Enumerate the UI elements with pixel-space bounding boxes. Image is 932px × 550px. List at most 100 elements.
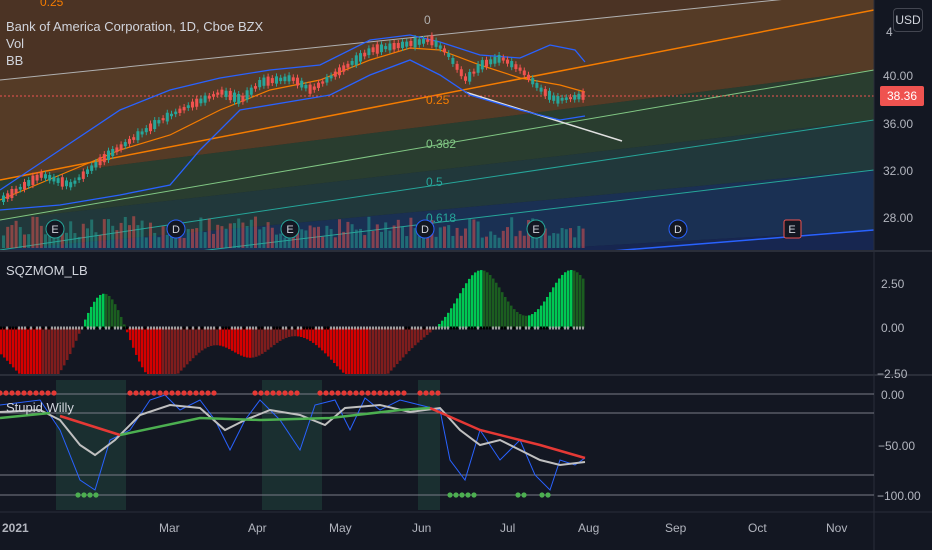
- volume-bar: [346, 221, 350, 248]
- candle-body: [65, 180, 68, 187]
- sqz-bar: [375, 328, 378, 374]
- event-marker-e1[interactable]: E: [45, 219, 65, 239]
- candle-body: [254, 86, 257, 89]
- sqz-bar: [24, 328, 27, 374]
- willy-dot-top: [317, 390, 323, 396]
- sqz-bar: [231, 328, 234, 351]
- candle-body: [144, 128, 148, 133]
- sqz-dot: [231, 326, 233, 330]
- candle-body: [98, 157, 102, 166]
- vol-label[interactable]: Vol: [6, 36, 25, 51]
- sqz-bar: [96, 297, 99, 328]
- event-marker-d1[interactable]: D: [166, 219, 186, 239]
- sqz-dot: [531, 326, 533, 330]
- symbol-title[interactable]: Bank of America Corporation, 1D, Cboe BZ…: [6, 19, 264, 34]
- volume-bar: [548, 235, 551, 248]
- candlesticks: [2, 32, 585, 205]
- volume-bar: [27, 234, 31, 248]
- sqz-bar: [462, 288, 465, 328]
- event-marker-d3[interactable]: D: [668, 219, 688, 239]
- sqz-dot: [435, 326, 437, 330]
- event-marker-d2[interactable]: D: [415, 219, 435, 239]
- sqz-bar: [9, 328, 12, 365]
- volume-bar: [39, 225, 43, 248]
- sqz-bar: [531, 314, 534, 328]
- sqz-dot: [396, 326, 398, 330]
- currency-button[interactable]: USD: [893, 8, 923, 32]
- volume-bar: [161, 226, 165, 248]
- sqz-bar: [390, 328, 393, 371]
- sqz-dot: [117, 326, 119, 330]
- sqz-bar: [108, 295, 111, 328]
- sqz-dot: [333, 326, 335, 330]
- sqz-bar: [453, 303, 456, 328]
- sqz-bar: [495, 282, 498, 328]
- last-price-badge: 38.36: [880, 86, 924, 106]
- volume-bar: [396, 219, 400, 248]
- willy-dot-top: [264, 390, 270, 396]
- candle-body: [56, 178, 60, 183]
- sqz-bar: [318, 328, 321, 348]
- event-marker-e4[interactable]: E: [783, 219, 802, 239]
- sqz-dot: [183, 326, 185, 330]
- willy-axis[interactable]: 0.00 −50.00 −100.00: [877, 388, 921, 503]
- candle-body: [153, 120, 157, 130]
- candle-body: [14, 188, 18, 194]
- candle-body: [279, 77, 283, 82]
- sqz-bar: [507, 301, 510, 328]
- time-axis[interactable]: 2021 Mar Apr May Jun Jul Aug Sep Oct Nov: [2, 521, 847, 535]
- event-marker-e3[interactable]: E: [526, 219, 546, 239]
- sqz-dot: [486, 326, 488, 330]
- fib-line-0382: [0, 69, 874, 221]
- candle-body: [23, 181, 26, 190]
- sqz-bar: [48, 328, 51, 374]
- sqz-bar: [111, 299, 114, 328]
- sqzmom-label[interactable]: SQZMOM_LB: [6, 263, 88, 278]
- sqz-dot: [51, 326, 53, 330]
- candle-body: [132, 137, 136, 140]
- sqz-dot: [459, 326, 461, 330]
- sqzmom-pane[interactable]: [0, 269, 585, 386]
- sqz-dot: [252, 326, 254, 330]
- sqz-dot: [498, 326, 500, 330]
- sqz-dot: [63, 326, 65, 330]
- candle-body: [119, 144, 123, 150]
- sqz-bar: [153, 328, 156, 374]
- candle-body: [476, 64, 480, 73]
- sqzmom-legend[interactable]: SQZMOM_LB: [6, 262, 88, 279]
- volume-bar: [363, 235, 367, 248]
- volume-bar: [94, 232, 98, 248]
- sqz-axis[interactable]: 2.50 0.00 −2.50: [877, 277, 908, 381]
- sqz-dot: [141, 326, 143, 330]
- candle-body: [413, 38, 417, 48]
- willy-legend[interactable]: Stupid Willy: [6, 399, 74, 416]
- willy-label[interactable]: Stupid Willy: [6, 400, 74, 415]
- volume-bar: [220, 226, 224, 248]
- sqz-dot: [417, 326, 419, 330]
- main-legend[interactable]: Bank of America Corporation, 1D, Cboe BZ…: [6, 18, 263, 69]
- sqz-dot: [408, 326, 410, 330]
- candle-body: [203, 95, 207, 103]
- sqz-bar: [408, 328, 411, 352]
- willy-pane[interactable]: [0, 380, 874, 510]
- svg-text:0.00: 0.00: [881, 321, 905, 335]
- volume-bar: [581, 228, 585, 248]
- fib-label-0382: 0.382: [426, 137, 456, 151]
- volume-bar: [132, 216, 136, 248]
- candle-body: [363, 52, 367, 57]
- volume-bar: [119, 222, 123, 248]
- bb-label[interactable]: BB: [6, 53, 24, 68]
- event-marker-e2[interactable]: E: [280, 219, 300, 239]
- sqz-dot: [321, 326, 323, 330]
- main-pane[interactable]: 0.25 0 0.25 0.382 0.5 0.618 E D E D E D …: [0, 0, 874, 300]
- sqz-bar: [459, 293, 462, 328]
- svg-text:Apr: Apr: [248, 521, 267, 535]
- sqz-bar: [201, 328, 204, 351]
- candle-body: [455, 63, 459, 70]
- sqz-bar: [414, 328, 417, 346]
- volume-bar: [569, 228, 572, 248]
- volume-bar: [564, 229, 568, 248]
- svg-text:−100.00: −100.00: [877, 489, 921, 503]
- price-axis[interactable]: 4 40.00 36.00 32.00 28.00: [883, 25, 913, 225]
